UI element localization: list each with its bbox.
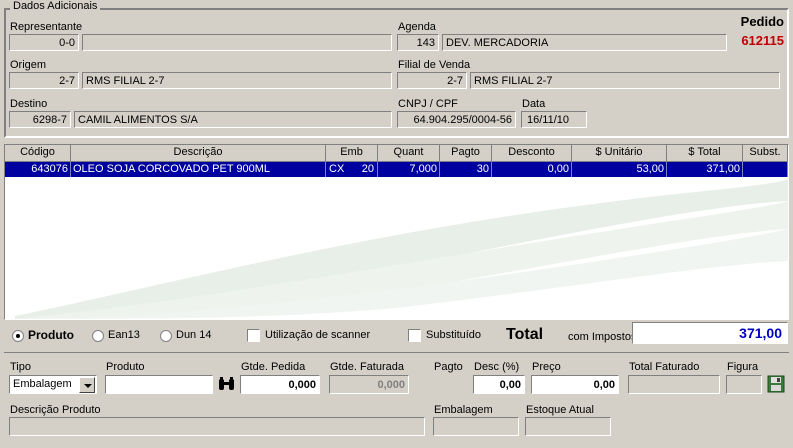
cell-emb: CX 20 xyxy=(326,162,378,177)
pedido-label: Pedido xyxy=(740,14,784,29)
produto-input[interactable] xyxy=(105,375,213,394)
gtde-faturada-input: 0,000 xyxy=(329,375,409,394)
origem-code-field[interactable]: 2-7 xyxy=(9,72,79,89)
filial-code-field[interactable]: 2-7 xyxy=(397,72,467,89)
total-label: Total xyxy=(506,326,544,343)
cell-pagto: 30 xyxy=(440,162,492,177)
destino-code-field[interactable]: 6298-7 xyxy=(9,111,71,128)
agenda-name-field[interactable]: DEV. MERCADORIA xyxy=(442,34,727,51)
tipo-combo-value: Embalagem xyxy=(13,378,72,390)
checkbox-substituido[interactable] xyxy=(408,329,421,342)
destino-name-field[interactable]: CAMIL ALIMENTOS S/A xyxy=(74,111,392,128)
label-gtde-pedida: Gtde. Pedida xyxy=(241,361,306,373)
label-produto: Produto xyxy=(106,361,145,373)
chevron-down-icon[interactable] xyxy=(79,377,95,393)
binoculars-icon[interactable] xyxy=(216,375,238,394)
desc-input[interactable]: 0,00 xyxy=(473,375,525,394)
checkbox-substituido-label[interactable]: Substituído xyxy=(426,329,482,341)
radio-dun14[interactable] xyxy=(160,330,172,342)
items-grid[interactable]: Código Descrição Emb Quant Pagto Descont… xyxy=(4,144,789,320)
cell-codigo: 643076 xyxy=(5,162,71,177)
label-agenda: Agenda xyxy=(398,21,436,33)
col-header-quant[interactable]: Quant xyxy=(378,145,440,161)
label-destino: Destino xyxy=(10,98,48,110)
separator xyxy=(4,352,789,353)
cell-emb-tipo: CX xyxy=(329,163,345,175)
label-figura: Figura xyxy=(727,361,759,373)
label-embalagem: Embalagem xyxy=(434,404,493,416)
cell-desconto: 0,00 xyxy=(492,162,572,177)
checkbox-utilizacao-scanner-label[interactable]: Utilização de scanner xyxy=(265,329,371,341)
label-data: Data xyxy=(522,98,546,110)
cell-unitario: 53,00 xyxy=(572,162,667,177)
label-gtde-faturada: Gtde. Faturada xyxy=(330,361,404,373)
origem-name-field[interactable]: RMS FILIAL 2-7 xyxy=(82,72,392,89)
total-faturado-field xyxy=(628,375,720,394)
label-preco: Preço xyxy=(532,361,561,373)
total-value-box: 371,00 xyxy=(632,322,788,344)
label-representante: Representante xyxy=(10,21,83,33)
col-header-subst[interactable]: Subst. xyxy=(743,145,788,161)
cell-emb-qtd: 20 xyxy=(361,163,374,175)
col-header-descricao[interactable]: Descrição xyxy=(71,145,326,161)
label-descricao-produto: Descrição Produto xyxy=(10,404,101,416)
radio-produto-label[interactable]: Produto xyxy=(28,328,74,342)
col-header-unitario[interactable]: $ Unitário xyxy=(572,145,667,161)
group-title: Dados Adicionais xyxy=(10,0,101,12)
col-header-emb[interactable]: Emb xyxy=(326,145,378,161)
filial-name-field[interactable]: RMS FILIAL 2-7 xyxy=(470,72,780,89)
radio-ean13[interactable] xyxy=(92,330,104,342)
label-filial-venda: Filial de Venda xyxy=(398,59,471,71)
label-tipo: Tipo xyxy=(10,361,31,373)
label-estoque-atual: Estoque Atual xyxy=(526,404,594,416)
estoque-atual-field xyxy=(525,417,611,436)
col-header-codigo[interactable]: Código xyxy=(5,145,71,161)
radio-dun14-label[interactable]: Dun 14 xyxy=(176,329,212,341)
data-field[interactable]: 16/11/10 xyxy=(521,111,587,128)
col-header-total[interactable]: $ Total xyxy=(667,145,743,161)
label-total-faturado: Total Faturado xyxy=(629,361,700,373)
col-header-desconto[interactable]: Desconto xyxy=(492,145,572,161)
gtde-pedida-input[interactable]: 0,000 xyxy=(240,375,320,394)
label-desc: Desc (%) xyxy=(474,361,520,373)
preco-input[interactable]: 0,00 xyxy=(531,375,619,394)
cell-total: 371,00 xyxy=(667,162,743,177)
descricao-produto-field xyxy=(9,417,425,436)
representante-name-field[interactable] xyxy=(82,34,392,51)
cnpj-field[interactable]: 64.904.295/0004-56 xyxy=(397,111,516,128)
label-origem: Origem xyxy=(10,59,47,71)
grid-header-row: Código Descrição Emb Quant Pagto Descont… xyxy=(5,145,788,162)
cell-quant: 7,000 xyxy=(378,162,440,177)
agenda-code-field[interactable]: 143 xyxy=(397,34,439,51)
background-watermark xyxy=(15,179,788,319)
cell-descricao: OLEO SOJA CORCOVADO PET 900ML xyxy=(71,162,326,177)
col-header-pagto[interactable]: Pagto xyxy=(440,145,492,161)
embalagem-field xyxy=(433,417,519,436)
checkbox-utilizacao-scanner[interactable] xyxy=(247,329,260,342)
cell-subst xyxy=(743,162,788,177)
table-row[interactable]: 643076 OLEO SOJA CORCOVADO PET 900ML CX … xyxy=(5,162,788,177)
label-pagto: Pagto xyxy=(434,361,463,373)
representante-code-field[interactable]: 0-0 xyxy=(9,34,79,51)
total-sublabel: com Impostos xyxy=(568,331,637,343)
pedido-value: 612115 xyxy=(741,33,784,48)
tipo-combo[interactable]: Embalagem xyxy=(9,375,97,394)
figura-field[interactable] xyxy=(726,375,762,394)
options-row: Produto Ean13 Dun 14 Utilização de scann… xyxy=(4,325,789,349)
radio-ean13-label[interactable]: Ean13 xyxy=(108,329,140,341)
floppy-disk-icon[interactable] xyxy=(766,374,786,394)
radio-produto[interactable] xyxy=(12,330,24,342)
label-cnpj: CNPJ / CPF xyxy=(398,98,458,110)
